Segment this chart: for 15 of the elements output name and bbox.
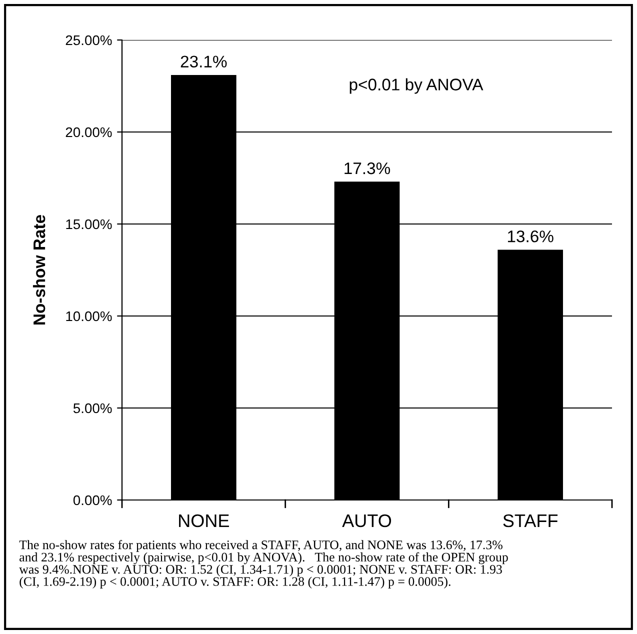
data-label: 23.1% [180, 56, 227, 68]
y-tick-label: 15.00% [66, 219, 112, 230]
y-tick-label: 0.00% [73, 495, 112, 506]
data-label: 13.6% [508, 230, 554, 242]
annotation: p<0.01 by ANOVA [350, 78, 484, 94]
y-tick-label: 20.00% [66, 127, 112, 138]
text: The no-show rates for patients who received a STAFF, AUTO, and NONE was 13.6%, 17.3% and 23.1% respectively (pairwise, p<0.01 by ANOVA). The no-show rate of the OPEN group was 9.4%.NONE v. AUTO: OR: 1.52 (CI, 1.34-1.71) p < 0.0001; NONE v. STAFF: OR: 1.93 (CI, 1.69-2.19) p < 0.0001; AUTO v. STAFF: OR: 1.28 (CI, 1.11-1.47) p = 0.0005). [19, 540, 508, 589]
y-axis-title: No-show Rate [32, 215, 46, 324]
x-tick-label: AUTO [342, 514, 392, 528]
x-tick-label: STAFF [503, 514, 558, 528]
y-tick-label: 5.00% [73, 403, 112, 414]
x-tick-label: NONE [179, 514, 229, 528]
y-tick-label: 25.00% [66, 35, 112, 46]
y-tick-label: 10.00% [66, 311, 112, 322]
data-label: 17.3% [344, 162, 390, 174]
